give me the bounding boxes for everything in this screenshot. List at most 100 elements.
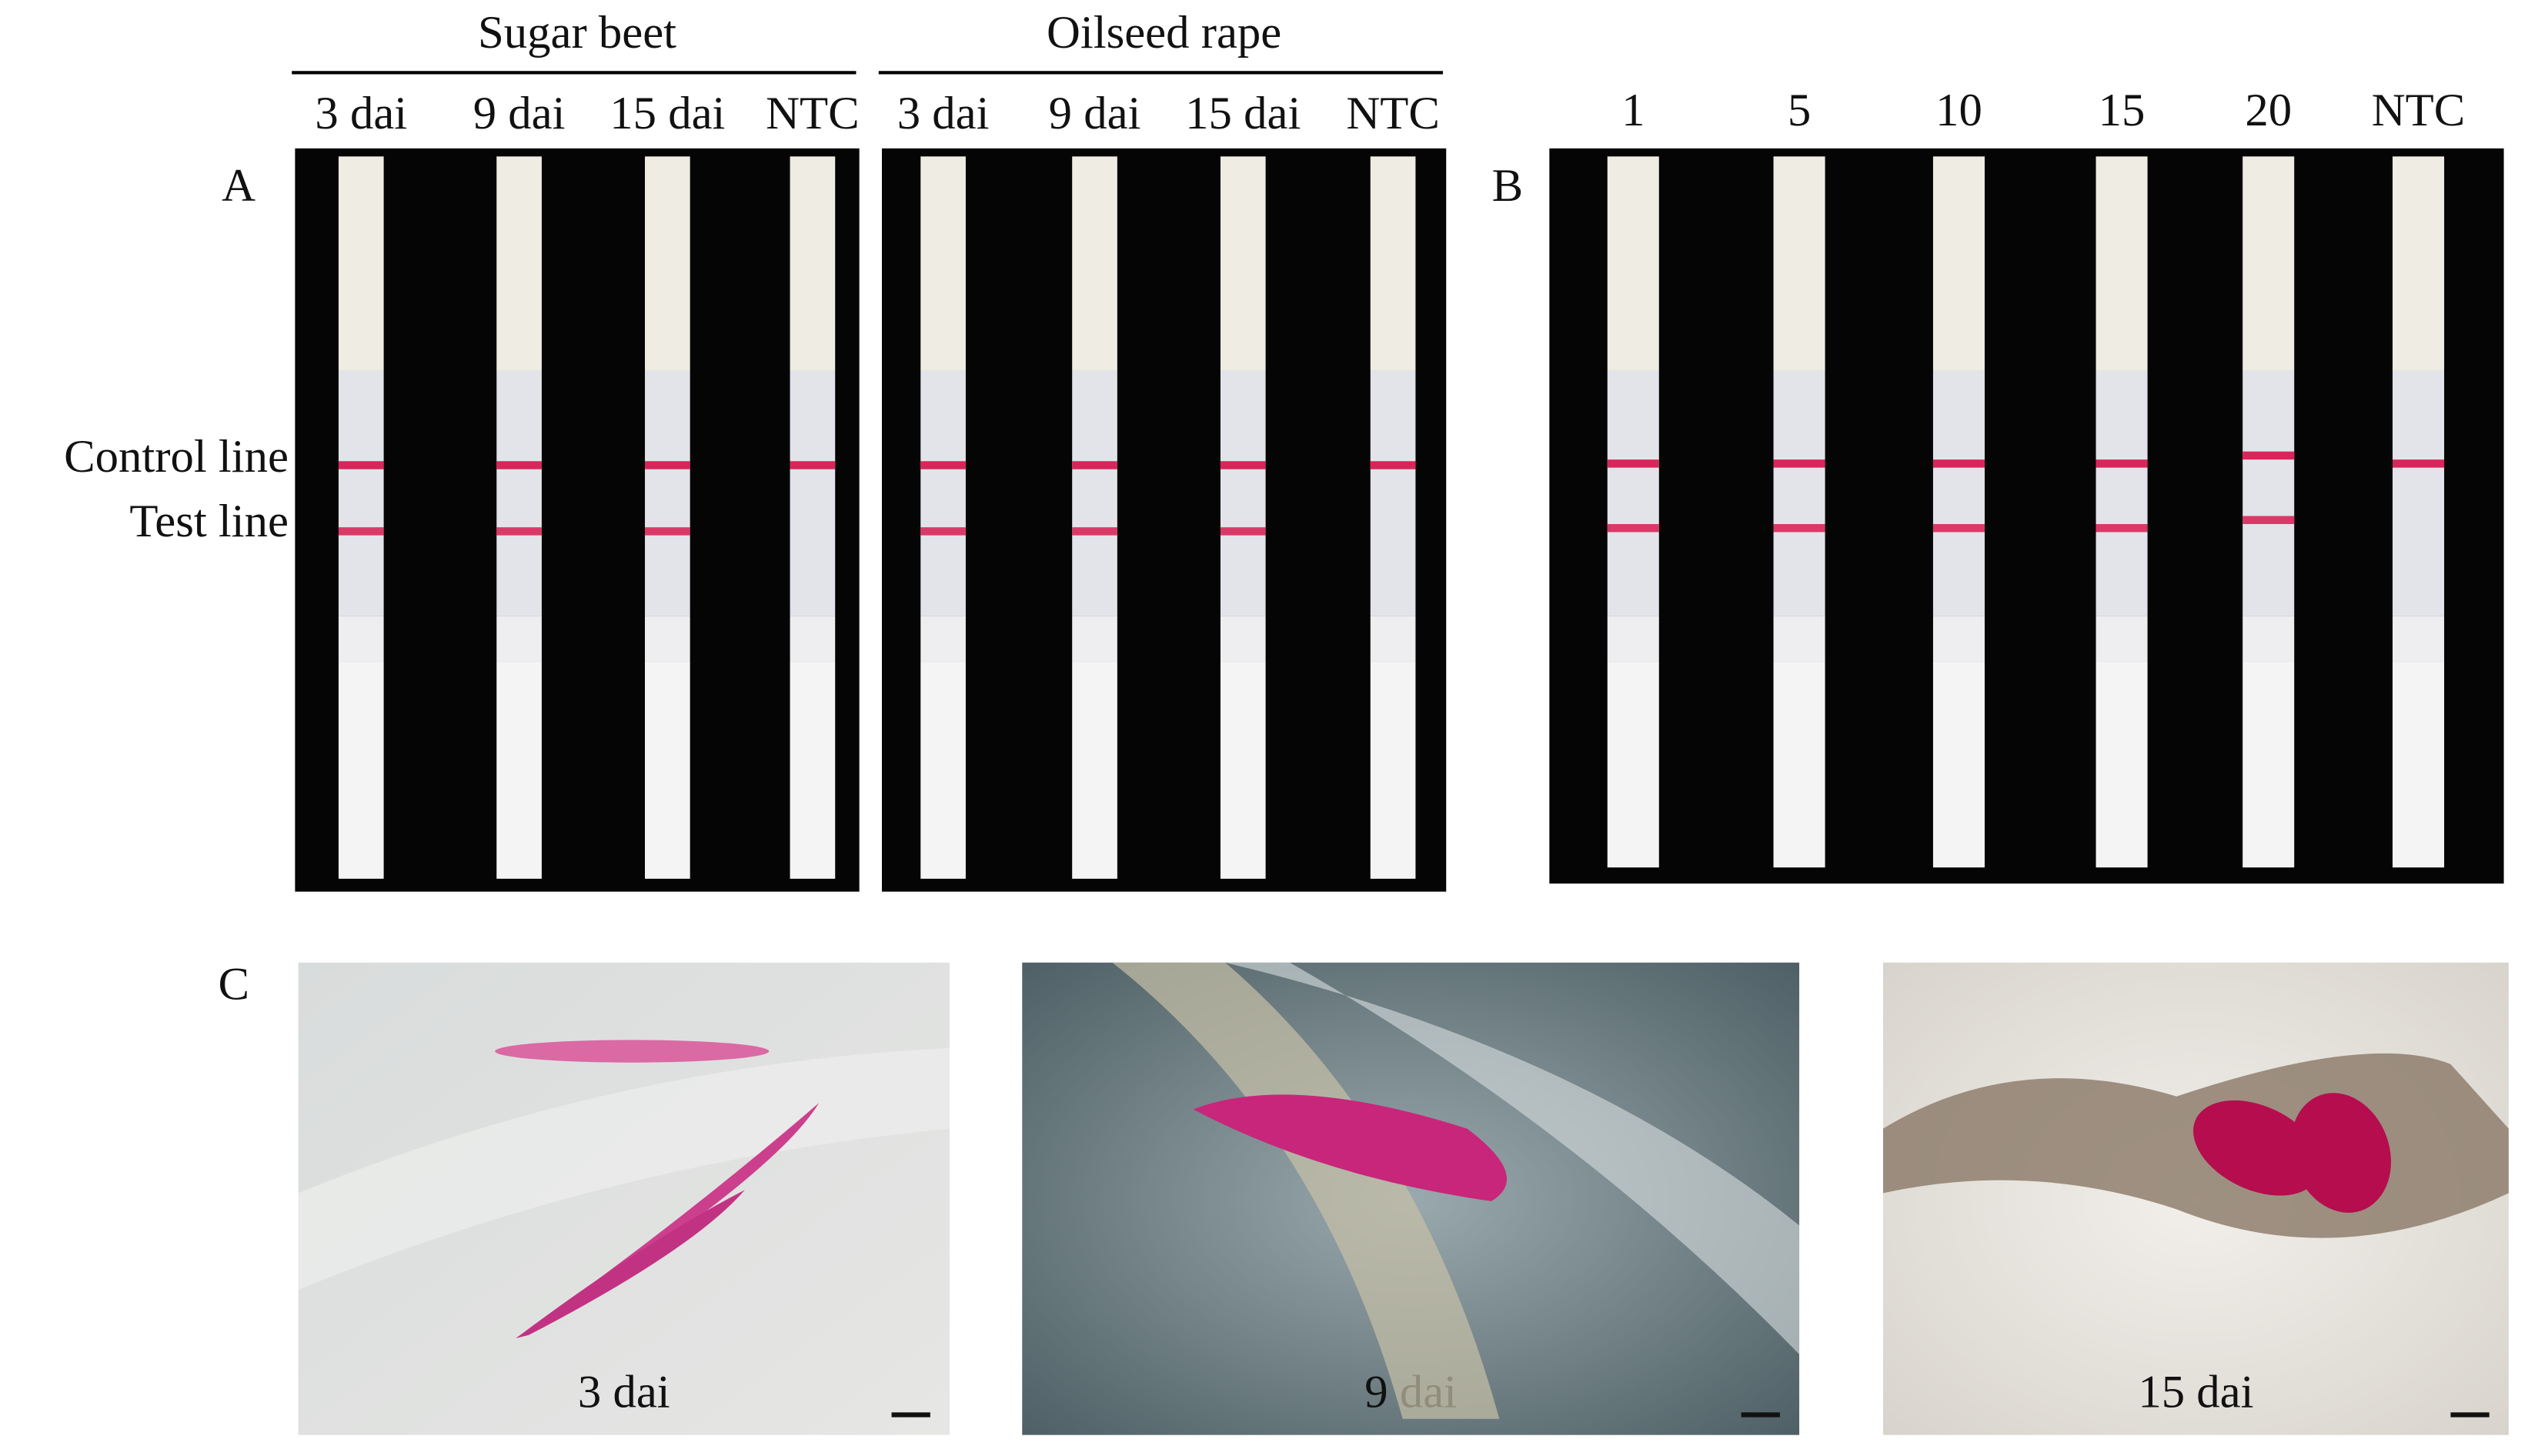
strip-handle [1220, 661, 1266, 879]
strip-absorbent-pad [2393, 616, 2445, 662]
control-band [645, 461, 690, 469]
lane-label: 15 dai [609, 88, 725, 139]
scale-bar [2450, 1412, 2490, 1418]
control-band [2393, 459, 2445, 468]
strip-sample-pad [1370, 156, 1416, 371]
strip-membrane [338, 370, 384, 616]
strip-sample-pad [920, 156, 966, 371]
test-band [1220, 527, 1266, 536]
control-band [1220, 461, 1266, 469]
lane-label: 10 [1935, 85, 1982, 136]
strip-sample-pad [1773, 156, 1825, 371]
strip-membrane [645, 370, 690, 616]
strip-handle [1932, 661, 1985, 868]
strip-membrane [2393, 370, 2445, 616]
strip-absorbent-pad [2096, 616, 2148, 662]
group-title: Oilseed rape [1047, 7, 1281, 58]
lane-label: 15 dai [1185, 88, 1301, 139]
strip-handle [2242, 661, 2295, 868]
stained-structure [495, 1040, 770, 1063]
strip-handle [790, 661, 836, 879]
content: A Sugar beet 3 dai 9 dai 15 dai NTC Oilseed ra… [64, 7, 2509, 1435]
strip-absorbent-pad [920, 616, 966, 662]
scale-bar [1741, 1412, 1780, 1418]
strip-handle [645, 661, 690, 879]
lane-label: NTC [766, 88, 860, 139]
line-label: Control line [64, 431, 289, 483]
scale-bar [891, 1412, 930, 1418]
panel-label: C [219, 958, 250, 1010]
strip-sample-pad [1220, 156, 1266, 371]
test-band [1773, 523, 1825, 533]
lane-label: NTC [1346, 88, 1440, 139]
strip-handle [1607, 661, 1659, 868]
strip-membrane [1932, 370, 1985, 616]
strip-absorbent-pad [2242, 616, 2295, 662]
panel-label: A [222, 160, 255, 212]
strip-membrane [2096, 370, 2148, 616]
test-band [2096, 523, 2148, 533]
strip-background [881, 148, 1447, 892]
strip-membrane [1072, 370, 1117, 616]
test-band [1072, 527, 1117, 536]
strip-background [1549, 148, 2504, 884]
strip-membrane [1220, 370, 1266, 616]
strip-handle [1370, 661, 1416, 879]
control-band [1370, 461, 1416, 469]
lane-label: NTC [2372, 85, 2466, 136]
image-caption: 3 dai [578, 1366, 670, 1418]
lane-label: 9 dai [473, 88, 566, 139]
test-band [338, 527, 384, 536]
stained-structure [2290, 1093, 2392, 1213]
lane-label: 3 dai [897, 88, 990, 139]
root-tissue [298, 1047, 950, 1291]
stained-structure [1193, 1094, 1508, 1201]
strip-absorbent-pad [496, 616, 542, 662]
strip-sample-pad [2096, 156, 2148, 371]
lane-label: 9 dai [1049, 88, 1141, 139]
control-band [1072, 461, 1117, 469]
test-band [645, 527, 690, 536]
root-tissue [1225, 962, 1800, 1354]
strip-absorbent-pad [338, 616, 384, 662]
strip-membrane [1370, 370, 1416, 616]
strip-absorbent-pad [1607, 616, 1659, 662]
strip-membrane [1607, 370, 1659, 616]
strip-absorbent-pad [1773, 616, 1825, 662]
panel-label: B [1492, 160, 1524, 212]
control-band [1607, 459, 1659, 468]
strip-absorbent-pad [1072, 616, 1117, 662]
test-band [920, 527, 966, 536]
strip-absorbent-pad [1370, 616, 1416, 662]
strip-handle [1072, 661, 1117, 879]
control-band [790, 461, 836, 469]
strip-membrane [496, 370, 542, 616]
strip-handle [1773, 661, 1825, 868]
group-title: Sugar beet [478, 7, 676, 58]
strip-absorbent-pad [1932, 616, 1985, 662]
lane-label: 20 [2245, 85, 2292, 136]
strip-handle [496, 661, 542, 879]
control-band [2096, 459, 2148, 468]
strip-absorbent-pad [1220, 616, 1266, 662]
strip-absorbent-pad [645, 616, 690, 662]
stained-structure [2193, 1100, 2322, 1196]
test-band [2242, 516, 2295, 524]
control-band [338, 461, 384, 469]
strip-sample-pad [496, 156, 542, 371]
lane-label: 1 [1621, 85, 1645, 136]
strip-sample-pad [645, 156, 690, 371]
strip-handle [338, 661, 384, 879]
stained-structure [516, 1190, 745, 1338]
image-caption: 15 dai [2138, 1366, 2253, 1418]
strip-sample-pad [2242, 156, 2295, 371]
control-band [2242, 451, 2295, 460]
control-band [920, 461, 966, 469]
strip-sample-pad [1072, 156, 1117, 371]
root-tissue [1112, 962, 1500, 1419]
lane-label: 5 [1788, 85, 1811, 136]
strip-membrane [790, 370, 836, 616]
control-band [1932, 459, 1985, 468]
